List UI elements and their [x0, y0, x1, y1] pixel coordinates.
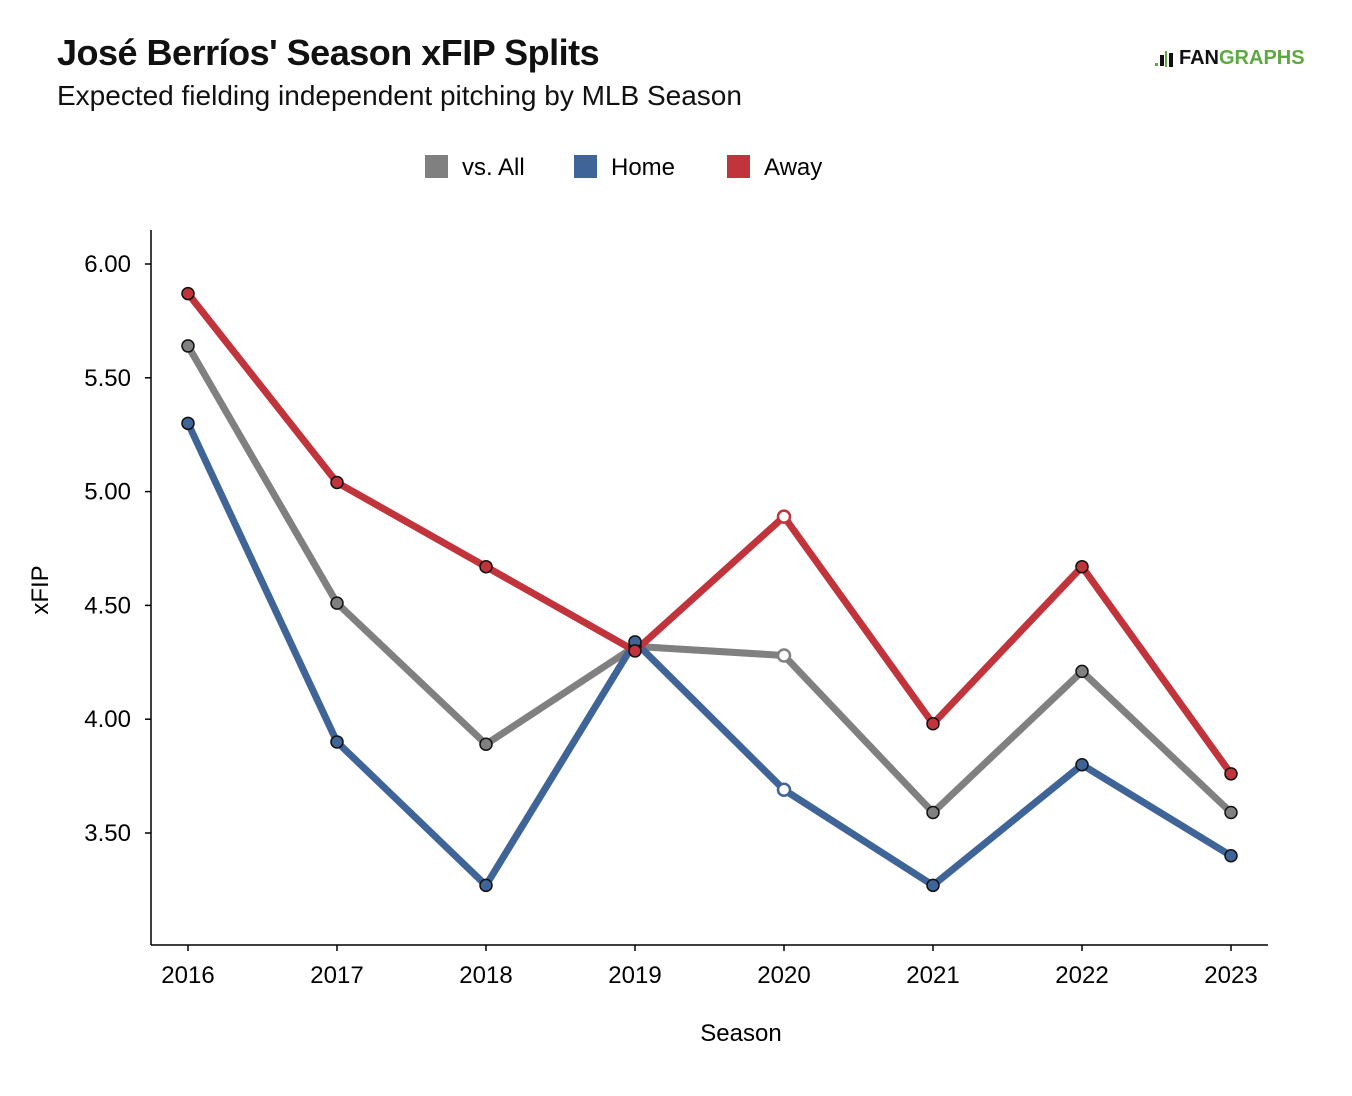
legend-swatch-home [574, 155, 597, 178]
legend-label-vs-all: vs. All [462, 154, 525, 181]
legend-label-home: Home [611, 154, 675, 181]
data-point-away-2019 [628, 644, 642, 658]
x-tick-label: 2022 [1055, 962, 1108, 989]
series-line-vs-all [184, 342, 1235, 817]
data-point-vs-all-2017 [330, 596, 344, 610]
fangraphs-logo-icon [1155, 49, 1177, 69]
legend: vs. All Home Away [425, 154, 822, 181]
data-point-away-2018 [479, 559, 493, 574]
data-point-away-2021 [926, 717, 940, 731]
y-tick-label: 5.50 [84, 365, 131, 392]
brand-logo: FAN GRAPHS [1155, 47, 1305, 70]
series-points [181, 286, 1238, 893]
data-point-home-2022 [1075, 757, 1089, 772]
data-point-home-2020 [776, 782, 792, 798]
data-point-home-2018 [479, 878, 493, 893]
data-point-home-2021 [926, 878, 940, 893]
series-line-home [184, 419, 1235, 889]
data-point-vs-all-2023 [1224, 805, 1238, 820]
data-point-vs-all-2018 [479, 737, 493, 751]
x-tick-label: 2020 [757, 962, 810, 989]
x-tick-label: 2021 [906, 962, 959, 989]
data-point-home-2023 [1224, 849, 1238, 863]
data-point-away-2016 [181, 286, 195, 301]
y-tick-label: 6.00 [84, 251, 131, 278]
data-point-away-2023 [1224, 767, 1238, 781]
x-tick-label: 2017 [310, 962, 363, 989]
x-axis-title: Season [700, 1020, 781, 1047]
x-tick-label: 2016 [161, 962, 214, 989]
data-point-vs-all-2021 [926, 805, 940, 820]
data-point-home-2017 [330, 735, 344, 749]
data-point-away-2022 [1075, 559, 1089, 574]
x-tick-label: 2023 [1204, 962, 1257, 989]
legend-label-away: Away [764, 154, 822, 181]
legend-swatch-vs-all [425, 155, 448, 178]
y-tick-label: 4.00 [84, 706, 131, 733]
x-tick-label: 2019 [608, 962, 661, 989]
data-point-vs-all-2016 [181, 339, 195, 353]
brand-text-fan: FAN [1179, 47, 1219, 69]
chart-subtitle: Expected fielding independent pitching b… [57, 80, 742, 111]
data-point-away-2020 [776, 509, 792, 524]
series-lines [184, 290, 1235, 889]
legend-swatch-away [727, 155, 750, 178]
y-tick-label: 4.50 [84, 592, 131, 619]
data-point-away-2017 [330, 475, 344, 490]
brand-text-graphs: GRAPHS [1219, 47, 1305, 69]
series-line-away [184, 290, 1235, 778]
data-point-home-2016 [181, 416, 195, 431]
y-axis-title: xFIP [27, 565, 54, 614]
y-tick-label: 3.50 [84, 820, 131, 847]
chart-title: José Berríos' Season xFIP Splits [57, 32, 600, 73]
x-tick-label: 2018 [459, 962, 512, 989]
y-tick-label: 5.00 [84, 479, 131, 506]
data-point-vs-all-2022 [1075, 664, 1089, 679]
data-point-vs-all-2020 [776, 648, 792, 663]
axes: 3.50 4.00 4.50 5.00 5.50 6.00 2016 2017 2018 2019… [27, 230, 1268, 1047]
